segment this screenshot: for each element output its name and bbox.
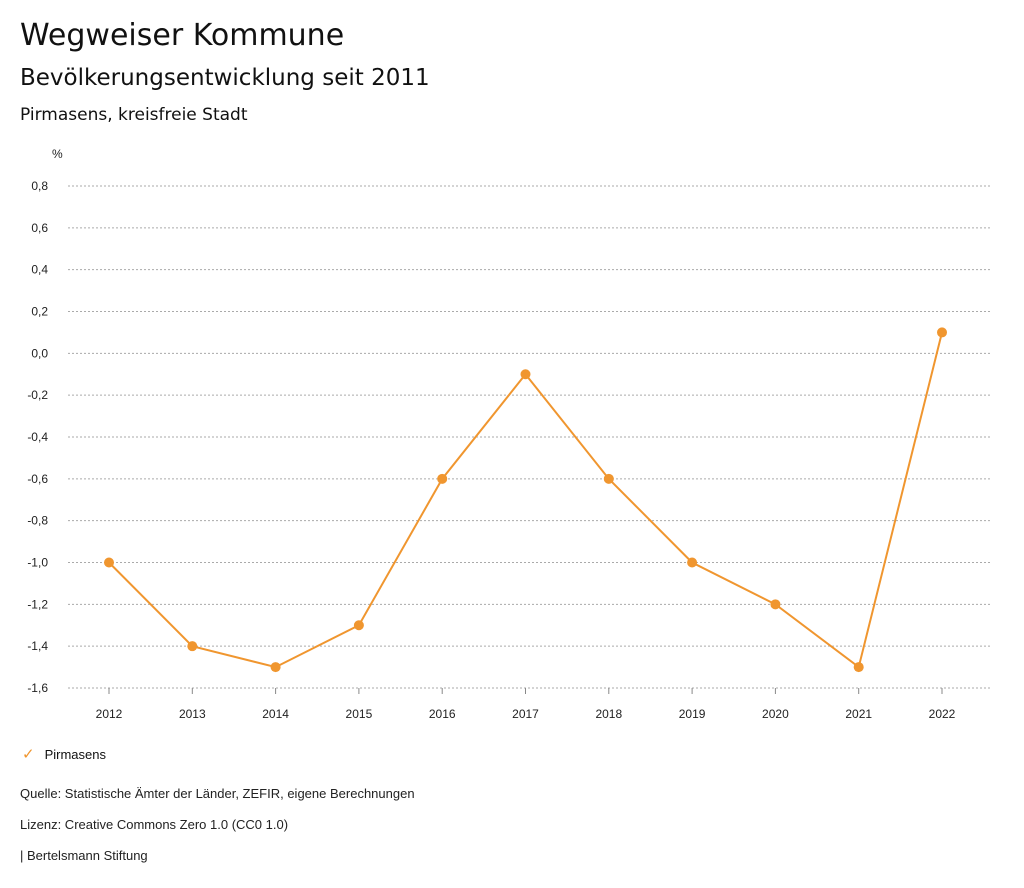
data-point-2016: [437, 473, 448, 484]
x-tick-label: 2012: [96, 707, 123, 721]
x-tick-label: 2019: [679, 707, 706, 721]
y-tick-label: -0,2: [27, 388, 48, 402]
data-point-2015: [353, 620, 364, 631]
page-title: Wegweiser Kommune: [20, 18, 345, 53]
x-tick-label: 2018: [595, 707, 622, 721]
legend-label: Pirmasens: [44, 746, 106, 762]
x-tick-label: 2017: [512, 707, 539, 721]
y-tick-label: 0,0: [31, 346, 48, 360]
y-tick-label: 0,6: [31, 221, 48, 235]
y-axis-unit: %: [52, 147, 63, 161]
region-name: Pirmasens, kreisfreie Stadt: [20, 105, 248, 125]
x-tick-label: 2016: [429, 707, 456, 721]
data-point-2020: [770, 599, 781, 610]
data-point-2019: [687, 557, 698, 568]
check-icon: ✓: [22, 746, 35, 763]
y-tick-label: 0,8: [31, 179, 48, 193]
x-tick-label: 2020: [762, 707, 789, 721]
y-tick-label: -1,2: [27, 597, 48, 611]
license-note: Lizenz: Creative Commons Zero 1.0 (CC0 1…: [20, 817, 289, 832]
x-tick-label: 2021: [845, 707, 872, 721]
y-tick-label: -1,0: [27, 556, 48, 570]
x-tick-label: 2014: [262, 707, 289, 721]
y-tick-label: -0,6: [27, 472, 48, 486]
y-tick-label: 0,4: [31, 263, 48, 277]
publisher-note: | Bertelsmann Stiftung: [20, 848, 148, 863]
series-line-pirmasens: [108, 332, 943, 669]
source-note: Quelle: Statistische Ämter der Länder, Z…: [20, 786, 415, 801]
y-tick-label: 0,2: [31, 305, 48, 319]
data-point-2013: [187, 641, 198, 652]
x-tick-label: 2013: [179, 707, 206, 721]
chart-subtitle: Bevölkerungsentwicklung seit 2011: [20, 65, 430, 91]
y-tick-label: -1,4: [27, 639, 48, 653]
line-chart: % 0,8 0,6 0,4 0,2 0,0 -0,2 -0,4 -0,6 -0,8 -1,0 -1,…: [27, 147, 990, 721]
data-point-2018: [603, 473, 614, 484]
legend-item-pirmasens[interactable]: ✓ Pirmasens: [22, 745, 106, 763]
x-tick-label: 2022: [929, 707, 956, 721]
data-point-2021: [853, 662, 864, 673]
y-tick-label: -0,4: [27, 430, 48, 444]
data-point-2022: [937, 327, 947, 338]
y-tick-label: -1,6: [27, 681, 48, 695]
data-point-2017: [520, 369, 531, 380]
x-tick-label: 2015: [346, 707, 373, 721]
data-point-2012: [104, 557, 114, 568]
y-tick-label: -0,8: [27, 514, 48, 528]
data-point-2014: [270, 662, 281, 673]
